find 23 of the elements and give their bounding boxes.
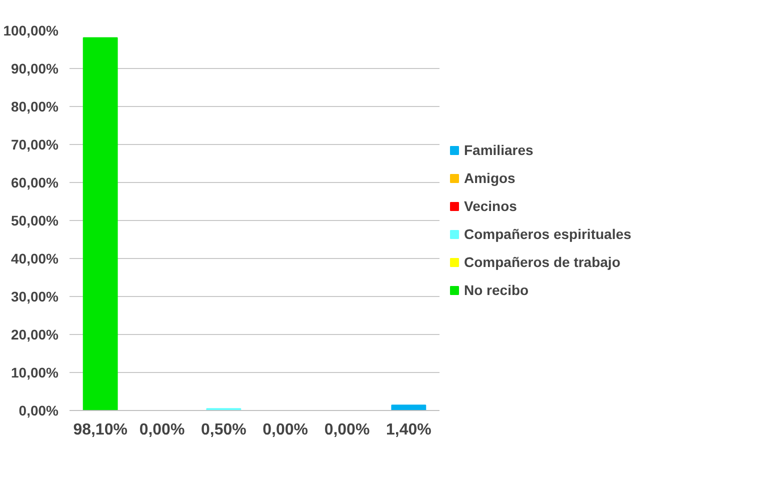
data-label: 0,50% [200,422,246,438]
y-tick-label: 10,00% [11,364,60,380]
y-tick-label: 80,00% [11,98,60,114]
legend-label: Amigos [464,170,516,186]
data-label: 98,10% [73,422,128,438]
y-tick-label: 100,00% [3,22,60,38]
y-tick-label: 30,00% [11,288,60,304]
legend-label: Familiares [464,142,534,158]
y-tick-label: 20,00% [11,326,60,342]
y-tick-label: 40,00% [11,250,60,266]
y-tick-label: 70,00% [11,136,60,152]
legend-label: Compañeros espirituales [464,226,632,242]
y-tick-label: 90,00% [11,60,60,76]
y-tick-label: 50,00% [11,212,60,228]
data-label: 0,00% [139,422,185,438]
y-tick-label: 0,00% [18,402,60,418]
data-label: 1,40% [386,422,432,438]
data-label: 0,00% [262,422,308,438]
legend-label: Vecinos [464,198,517,214]
legend-label: Compañeros de trabajo [464,254,620,270]
legend-label: No recibo [464,282,529,298]
data-label: 0,00% [324,422,370,438]
y-tick-label: 60,00% [11,174,60,190]
